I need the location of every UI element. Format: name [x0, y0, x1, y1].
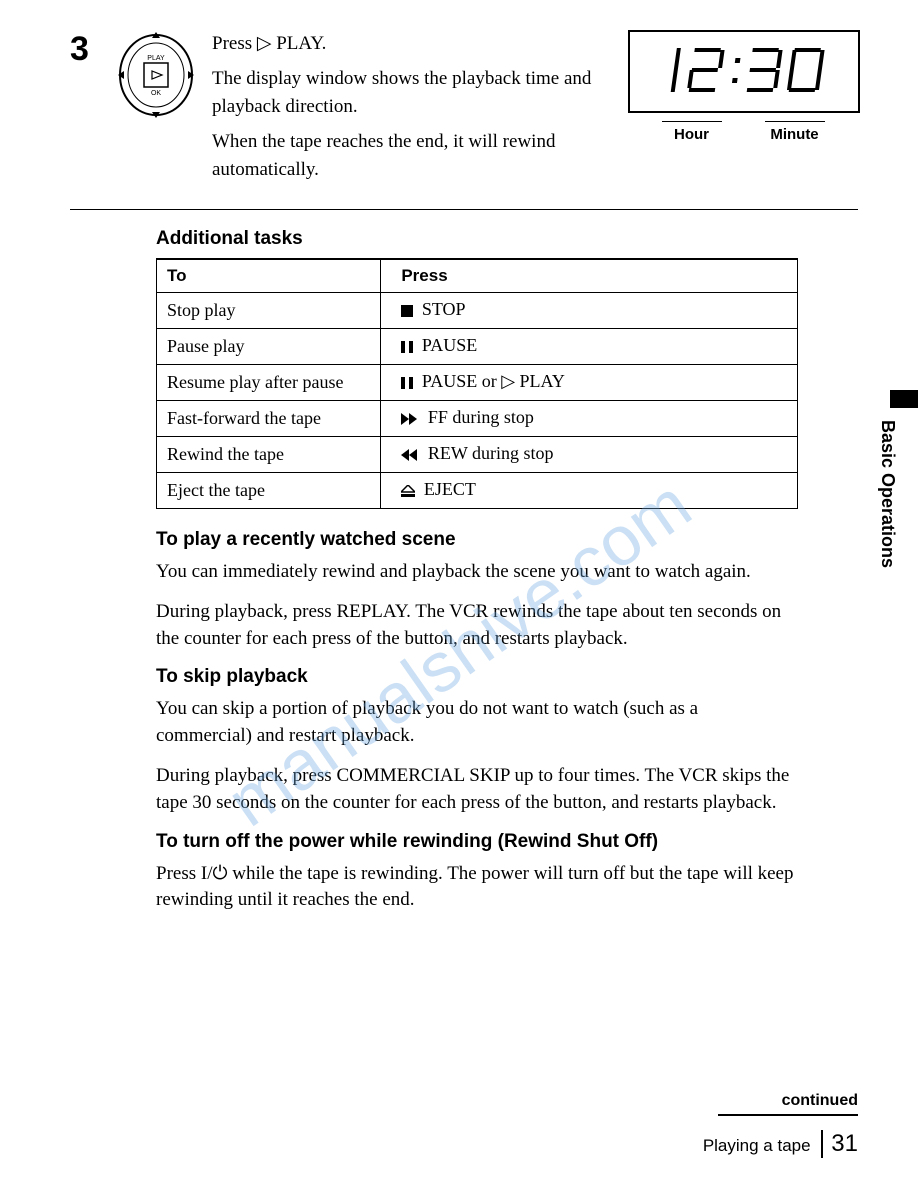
rew-icon: [401, 445, 419, 466]
step-line3: When the tape reaches the end, it will r…: [212, 128, 612, 185]
col-to: To: [157, 259, 381, 293]
pause-icon: [401, 373, 413, 394]
side-tab-marker: [890, 390, 918, 408]
section1-p1: You can immediately rewind and playback …: [156, 559, 798, 586]
table-row: Pause play PAUSE: [157, 328, 798, 364]
side-section-label: Basic Operations: [877, 420, 898, 568]
section3-heading: To turn off the power while rewinding (R…: [156, 831, 798, 853]
footer-section: Playing a tape 31: [703, 1130, 858, 1158]
ff-icon: [401, 409, 419, 430]
divider: [70, 209, 858, 210]
section1-heading: To play a recently watched scene: [156, 529, 798, 551]
table-row: Stop play STOP: [157, 292, 798, 328]
stop-icon: [401, 301, 413, 322]
step-line1: Press ▷ PLAY.: [212, 30, 612, 59]
col-press: Press: [381, 259, 798, 293]
table-row: Resume play after pause PAUSE or ▷ PLAY: [157, 364, 798, 400]
continued-label: continued: [718, 1092, 858, 1116]
table-row: Rewind the tape REW during stop: [157, 436, 798, 472]
remote-dpad-icon: PLAY OK: [116, 30, 196, 120]
step-instructions: Press ▷ PLAY. The display window shows t…: [212, 30, 612, 191]
pause-icon: [401, 337, 413, 358]
step-line2: The display window shows the playback ti…: [212, 65, 612, 122]
svg-text:OK: OK: [151, 90, 161, 97]
section3-p1: Press I/⏻ while the tape is rewinding. T…: [156, 861, 798, 914]
lcd-hour-label: Hour: [662, 121, 722, 143]
section2-p1: You can skip a portion of playback you d…: [156, 696, 798, 749]
page-number: 31: [821, 1130, 858, 1158]
section2-heading: To skip playback: [156, 666, 798, 688]
section1-p2: During playback, press REPLAY. The VCR r…: [156, 599, 798, 652]
lcd-display: Hour Minute: [628, 30, 858, 143]
table-row: Eject the tape EJECT: [157, 472, 798, 508]
table-row: Fast-forward the tape FF during stop: [157, 400, 798, 436]
lcd-digits-icon: [644, 40, 844, 100]
tasks-heading: Additional tasks: [156, 228, 798, 250]
eject-icon: [401, 481, 415, 502]
step-number: 3: [70, 30, 100, 69]
svg-text:PLAY: PLAY: [147, 55, 165, 62]
tasks-table: To Press Stop play STOP Pause play PAUSE…: [156, 258, 798, 509]
section2-p2: During playback, press COMMERCIAL SKIP u…: [156, 763, 798, 816]
lcd-minute-label: Minute: [765, 121, 825, 143]
